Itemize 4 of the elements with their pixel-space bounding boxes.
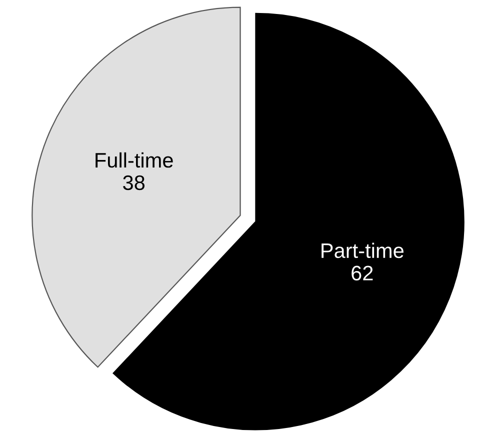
slice-label: Full-time [96,152,173,168]
data-label: 62 [352,266,373,281]
slice-label: Part-time [322,242,404,258]
data-label: 38 [123,175,145,190]
